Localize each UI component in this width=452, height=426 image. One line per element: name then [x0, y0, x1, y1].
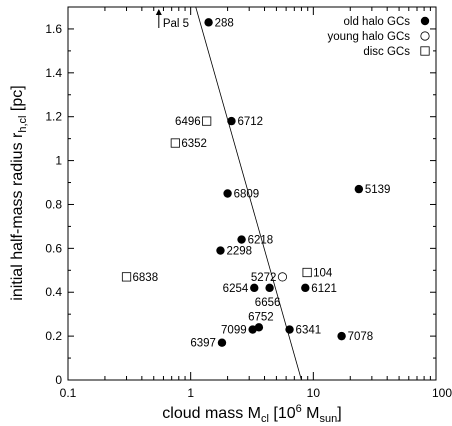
y-tick-label: 0.4 — [45, 285, 62, 299]
y-axis-title: initial half-mass radius rh,cl [pc] — [9, 85, 29, 300]
y-tick-label: 0 — [55, 373, 62, 387]
plot-frame — [67, 6, 437, 381]
legend-marker — [420, 46, 430, 56]
legend-label: young halo GCs — [328, 31, 411, 43]
point-label: 6341 — [296, 325, 322, 337]
data-point-young-halo — [277, 272, 288, 282]
point-label: 104 — [313, 267, 333, 279]
data-point-old-halo — [301, 283, 310, 293]
x-tick-label: 0.1 — [60, 386, 77, 400]
point-label: 6397 — [190, 338, 216, 350]
data-point-disc — [202, 116, 212, 126]
y-axis-ticks: 0 0.2 0.4 0.6 0.8 1 1.2 1.4 1.6 — [45, 6, 436, 387]
point-label: 6838 — [133, 272, 159, 284]
legend-marker — [420, 16, 430, 26]
x-tick-label: 10 — [307, 386, 321, 400]
data-point-old-halo — [216, 246, 225, 255]
y-tick-label: 1.4 — [45, 66, 62, 80]
annotation-arrowhead — [155, 9, 162, 15]
data-point-old-halo — [285, 325, 294, 334]
data-point-old-halo — [354, 184, 364, 194]
point-label: 6809 — [234, 189, 260, 201]
legend: old halo GCs young halo GCs disc GCs — [328, 16, 430, 58]
data-point-disc — [302, 267, 312, 278]
point-label: 6712 — [237, 116, 263, 128]
y-tick-label: 0.8 — [45, 197, 62, 211]
y-tick-label: 1.6 — [45, 22, 62, 36]
point-label: 6254 — [223, 283, 249, 295]
annotations: Pal 5 — [155, 9, 189, 30]
data-point-old-halo — [248, 325, 257, 334]
y-tick-label: 0.2 — [45, 329, 62, 343]
point-label: 6121 — [311, 283, 337, 295]
data-point-old-halo — [250, 283, 259, 293]
data-point-old-halo — [223, 189, 232, 198]
x-axis-ticks: 0.1 1 10 100 — [60, 7, 452, 400]
data-point-old-halo — [237, 235, 246, 244]
data-point-old-halo — [265, 283, 274, 293]
point-label: 6218 — [248, 235, 274, 247]
point-label: 6352 — [181, 138, 207, 150]
data-point-old-halo — [217, 338, 227, 347]
fit-line — [195, 6, 302, 381]
x-tick-label: 100 — [432, 386, 452, 400]
point-label: 288 — [215, 17, 234, 29]
annotation-label: Pal 5 — [163, 18, 189, 30]
y-tick-label: 1 — [55, 154, 62, 168]
point-label: 5139 — [365, 184, 391, 196]
point-label: 7078 — [348, 331, 374, 343]
point-label: 2298 — [226, 246, 252, 258]
y-tick-label: 1.2 — [45, 110, 62, 124]
point-label: 6496 — [175, 116, 201, 128]
data-point-old-halo — [337, 331, 346, 341]
point-label: 6752 — [248, 311, 274, 323]
point-label: 5272 — [251, 272, 277, 284]
y-tick-label: 0.6 — [45, 241, 62, 255]
data-point-disc — [170, 138, 180, 148]
data-point-old-halo — [204, 18, 213, 27]
x-axis-title: cloud mass Mcl [106 Msun] — [162, 403, 341, 425]
data-point-old-halo — [227, 116, 236, 126]
legend-marker — [420, 31, 430, 41]
data-point-disc — [121, 272, 132, 282]
legend-label: old halo GCs — [344, 16, 411, 28]
x-tick-label: 1 — [187, 386, 194, 400]
point-label: 6656 — [255, 297, 281, 309]
legend-label: disc GCs — [363, 46, 410, 58]
point-label: 7099 — [221, 325, 247, 337]
